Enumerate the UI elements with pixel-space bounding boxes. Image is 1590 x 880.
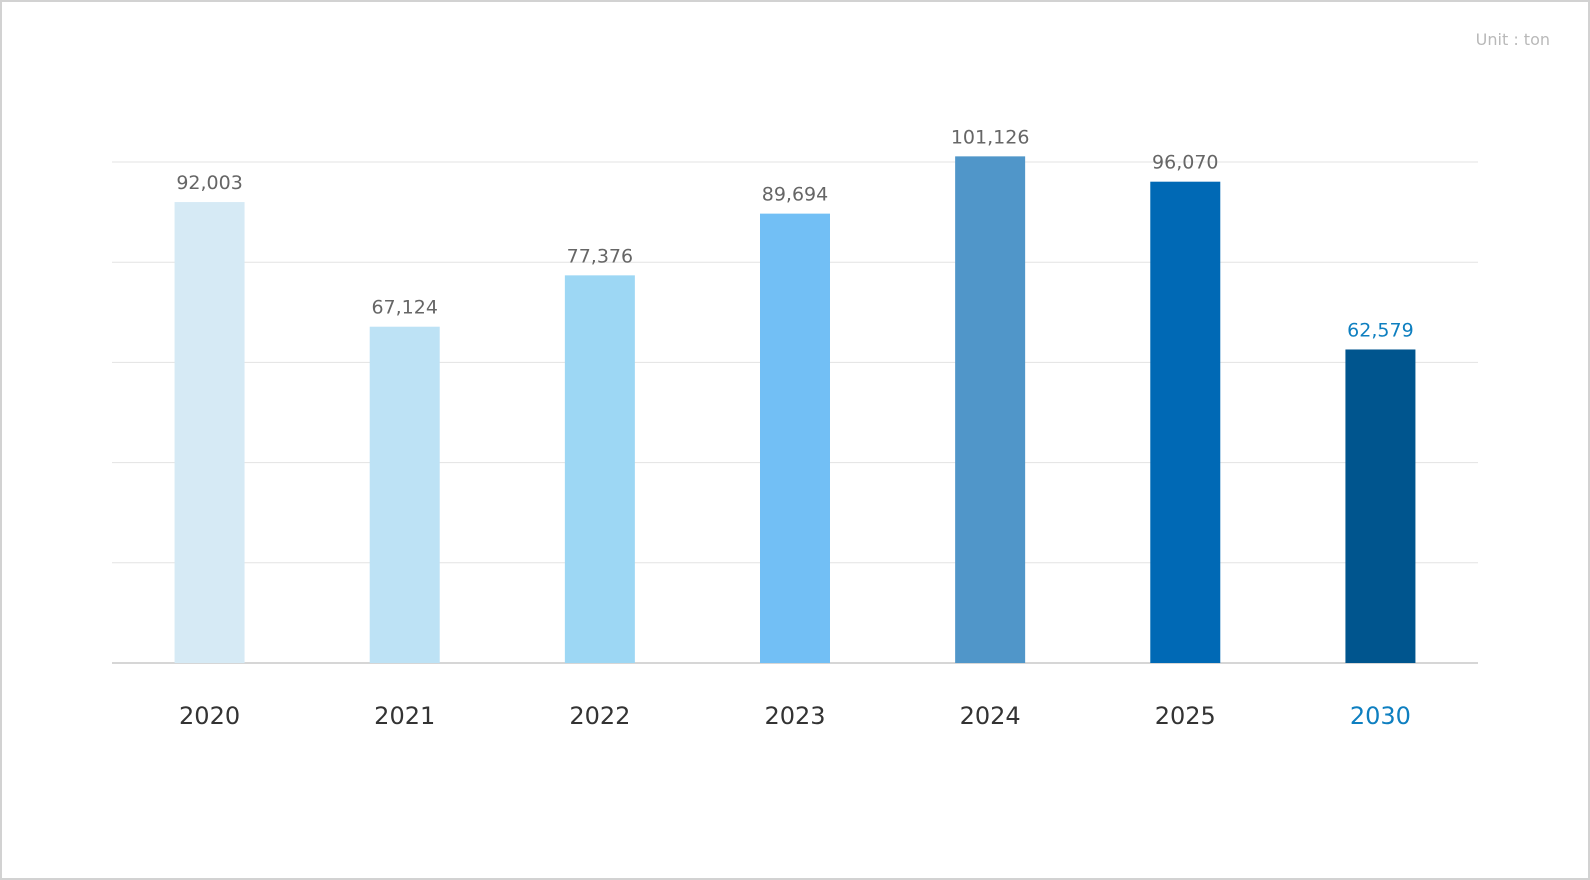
value-label-2024: 101,126 bbox=[951, 126, 1030, 148]
tick-label-2021: 2021 bbox=[374, 702, 435, 730]
tick-label-2023: 2023 bbox=[764, 702, 825, 730]
tick-label-2024: 2024 bbox=[960, 702, 1021, 730]
bar-2023 bbox=[760, 213, 830, 663]
tick-label-2022: 2022 bbox=[569, 702, 630, 730]
value-label-2023: 89,694 bbox=[762, 184, 828, 206]
unit-label: Unit : ton bbox=[1475, 30, 1550, 49]
bar-2022 bbox=[564, 275, 635, 663]
bars bbox=[174, 156, 1416, 663]
tick-label-2030: 2030 bbox=[1350, 702, 1411, 730]
value-label-2020: 92,003 bbox=[176, 172, 242, 194]
x-axis-tick-labels: 2020 2021 2022 2023 2024 2025 2030 bbox=[179, 702, 1411, 730]
bar-2021 bbox=[369, 326, 440, 663]
value-label-2025: 96,070 bbox=[1152, 152, 1218, 174]
bar-2025 bbox=[1150, 181, 1221, 663]
bar-2024 bbox=[955, 156, 1026, 663]
value-label-2030: 62,579 bbox=[1347, 319, 1413, 341]
tick-label-2025: 2025 bbox=[1155, 702, 1216, 730]
bar-2030 bbox=[1345, 349, 1416, 663]
value-label-2022: 77,376 bbox=[567, 245, 633, 267]
value-labels: 92,003 67,124 77,376 89,694 101,126 96,070 62,… bbox=[176, 126, 1413, 341]
tick-label-2020: 2020 bbox=[179, 702, 240, 730]
value-label-2021: 67,124 bbox=[371, 297, 437, 319]
bar-2020 bbox=[174, 202, 245, 663]
